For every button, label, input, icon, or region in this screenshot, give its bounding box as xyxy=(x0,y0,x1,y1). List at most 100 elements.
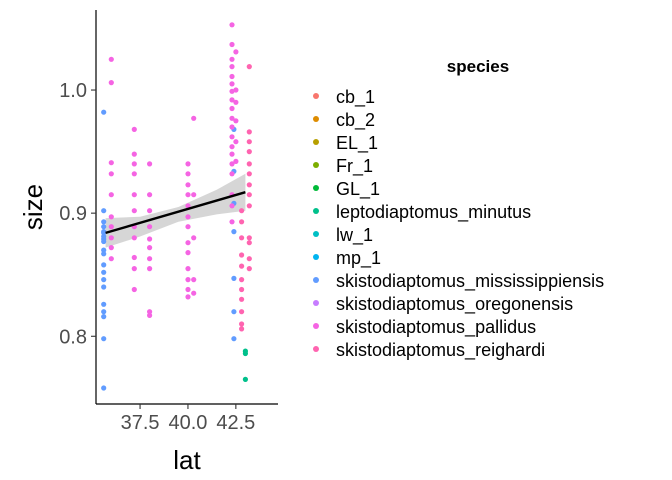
data-point-skistodiaptomus_reighardi-23 xyxy=(246,266,252,272)
data-point-skistodiaptomus_mississippiensis-1 xyxy=(101,208,107,214)
legend-key-lw_1 xyxy=(313,231,319,237)
data-point-skistodiaptomus_pallidus-14 xyxy=(131,192,137,198)
data-point-skistodiaptomus_pallidus-36 xyxy=(185,214,191,220)
data-point-skistodiaptomus_pallidus-4 xyxy=(108,192,114,198)
y-tick-label-0: 0.8 xyxy=(59,326,87,348)
data-point-skistodiaptomus_mississippiensis-10 xyxy=(101,277,107,283)
data-point-skistodiaptomus_pallidus-19 xyxy=(131,266,137,272)
data-point-skistodiaptomus_pallidus-45 xyxy=(191,192,197,198)
legend-key-skistodiaptomus_mississippiensis xyxy=(313,277,319,283)
data-point-skistodiaptomus_pallidus-46 xyxy=(191,235,197,241)
data-point-skistodiaptomus_reighardi-16 xyxy=(246,171,252,177)
confidence-band-layer xyxy=(105,173,246,248)
data-point-skistodiaptomus_pallidus-3 xyxy=(108,171,114,177)
data-point-skistodiaptomus_pallidus-48 xyxy=(191,290,197,296)
legend-label-cb_1: cb_1 xyxy=(336,87,375,108)
data-point-skistodiaptomus_pallidus-42 xyxy=(185,286,191,293)
data-point-skistodiaptomus_pallidus-59 xyxy=(229,124,235,130)
y-axis-title: size xyxy=(18,184,48,230)
legend-key-skistodiaptomus_oregonensis xyxy=(313,300,319,306)
data-point-skistodiaptomus_pallidus-6 xyxy=(108,224,114,230)
legend-key-GL_1 xyxy=(313,185,319,191)
x-tick-label-1: 40.0 xyxy=(168,412,207,434)
data-point-skistodiaptomus_mississippiensis-2 xyxy=(101,219,107,225)
data-point-skistodiaptomus_pallidus-50 xyxy=(229,41,235,48)
legend-key-Fr_1 xyxy=(313,162,319,168)
data-point-skistodiaptomus_reighardi-10 xyxy=(239,326,245,332)
data-point-skistodiaptomus_reighardi-14 xyxy=(246,149,252,155)
regression-confidence-band xyxy=(105,173,246,248)
data-point-skistodiaptomus_pallidus-47 xyxy=(191,277,197,283)
data-point-skistodiaptomus_mississippiensis-13 xyxy=(101,309,107,315)
data-point-skistodiaptomus_mississippiensis-14 xyxy=(101,314,107,320)
data-point-skistodiaptomus_mississippiensis-26 xyxy=(231,336,237,342)
data-point-skistodiaptomus_reighardi-3 xyxy=(239,252,245,258)
data-point-skistodiaptomus_pallidus-22 xyxy=(147,192,153,198)
data-point-skistodiaptomus_reighardi-18 xyxy=(246,192,252,198)
data-point-skistodiaptomus_reighardi-1 xyxy=(239,219,245,225)
y-tick-label-2: 1.0 xyxy=(59,80,87,102)
data-point-skistodiaptomus_pallidus-27 xyxy=(147,256,153,262)
data-point-skistodiaptomus_reighardi-11 xyxy=(246,64,252,70)
data-point-skistodiaptomus_pallidus-5 xyxy=(108,214,114,220)
data-point-skistodiaptomus_reighardi-19 xyxy=(246,203,252,209)
data-point-skistodiaptomus_pallidus-56 xyxy=(229,97,235,103)
data-point-skistodiaptomus_pallidus-61 xyxy=(229,144,235,150)
data-point-skistodiaptomus_reighardi-22 xyxy=(246,256,252,262)
data-point-skistodiaptomus_mississippiensis-18 xyxy=(101,236,107,242)
data-point-skistodiaptomus_pallidus-73 xyxy=(233,158,239,164)
legend-label-skistodiaptomus_mississippiensis: skistodiaptomus_mississippiensis xyxy=(336,271,604,292)
data-point-skistodiaptomus_pallidus-52 xyxy=(229,64,235,70)
x-axis-title: lat xyxy=(173,445,201,475)
legend-label-mp_1: mp_1 xyxy=(336,248,381,269)
data-point-skistodiaptomus_pallidus-0 xyxy=(108,56,114,62)
data-point-skistodiaptomus_mississippiensis-16 xyxy=(101,385,107,391)
data-point-skistodiaptomus_reighardi-0 xyxy=(239,208,245,214)
data-point-skistodiaptomus_pallidus-8 xyxy=(108,245,114,251)
data-point-skistodiaptomus_pallidus-69 xyxy=(233,87,239,93)
data-point-skistodiaptomus_reighardi-13 xyxy=(246,139,252,145)
legend-label-skistodiaptomus_pallidus: skistodiaptomus_pallidus xyxy=(336,317,536,338)
data-point-skistodiaptomus_mississippiensis-25 xyxy=(231,309,237,315)
data-point-skistodiaptomus_mississippiensis-11 xyxy=(101,284,107,290)
y-tick-label-1: 0.9 xyxy=(59,203,87,225)
axes-layer xyxy=(95,10,278,405)
data-point-skistodiaptomus_mississippiensis-8 xyxy=(101,262,107,268)
data-point-skistodiaptomus_pallidus-28 xyxy=(147,266,153,272)
data-point-skistodiaptomus_pallidus-21 xyxy=(147,161,153,167)
legend-label-lw_1: lw_1 xyxy=(336,225,373,246)
data-point-skistodiaptomus_pallidus-62 xyxy=(229,151,235,157)
data-point-skistodiaptomus_pallidus-51 xyxy=(229,56,235,62)
data-point-skistodiaptomus_mississippiensis-9 xyxy=(101,269,107,275)
legend-label-skistodiaptomus_oregonensis: skistodiaptomus_oregonensis xyxy=(336,294,573,315)
data-point-skistodiaptomus_mississippiensis-15 xyxy=(101,336,107,342)
x-tick-label-0: 37.5 xyxy=(121,412,160,434)
data-point-skistodiaptomus_pallidus-58 xyxy=(229,115,235,121)
data-point-skistodiaptomus_pallidus-33 xyxy=(185,182,191,188)
data-point-skistodiaptomus_pallidus-18 xyxy=(131,254,137,261)
data-point-skistodiaptomus_pallidus-30 xyxy=(147,312,153,318)
legend-entries: cb_1cb_2EL_1Fr_1GL_1leptodiaptomus_minut… xyxy=(313,87,604,361)
legend-label-GL_1: GL_1 xyxy=(336,179,380,200)
data-point-skistodiaptomus_pallidus-41 xyxy=(185,277,191,283)
data-point-skistodiaptomus_mississippiensis-23 xyxy=(231,229,237,235)
data-point-skistodiaptomus_pallidus-10 xyxy=(131,126,137,132)
data-point-skistodiaptomus_reighardi-2 xyxy=(239,235,245,241)
data-point-skistodiaptomus_pallidus-29 xyxy=(147,309,153,315)
y-ticks: 0.8 0.9 1.0 xyxy=(59,80,96,348)
data-point-skistodiaptomus_pallidus-43 xyxy=(185,294,191,300)
data-point-skistodiaptomus_reighardi-12 xyxy=(246,129,252,135)
data-point-skistodiaptomus_pallidus-39 xyxy=(185,250,191,256)
data-point-skistodiaptomus_reighardi-17 xyxy=(246,182,252,188)
data-point-skistodiaptomus_pallidus-12 xyxy=(131,161,137,167)
data-point-skistodiaptomus_pallidus-72 xyxy=(233,139,239,145)
data-point-skistodiaptomus_pallidus-68 xyxy=(233,49,239,55)
data-point-skistodiaptomus_mississippiensis-19 xyxy=(101,251,107,257)
legend: species cb_1cb_2EL_1Fr_1GL_1leptodiaptom… xyxy=(313,57,604,361)
data-point-skistodiaptomus_reighardi-8 xyxy=(239,309,245,315)
data-point-skistodiaptomus_pallidus-2 xyxy=(108,160,114,166)
data-point-skistodiaptomus_pallidus-11 xyxy=(131,151,137,157)
data-point-skistodiaptomus_reighardi-21 xyxy=(246,240,252,246)
data-point-skistodiaptomus_reighardi-5 xyxy=(239,277,245,283)
data-point-skistodiaptomus_mississippiensis-12 xyxy=(101,301,107,307)
